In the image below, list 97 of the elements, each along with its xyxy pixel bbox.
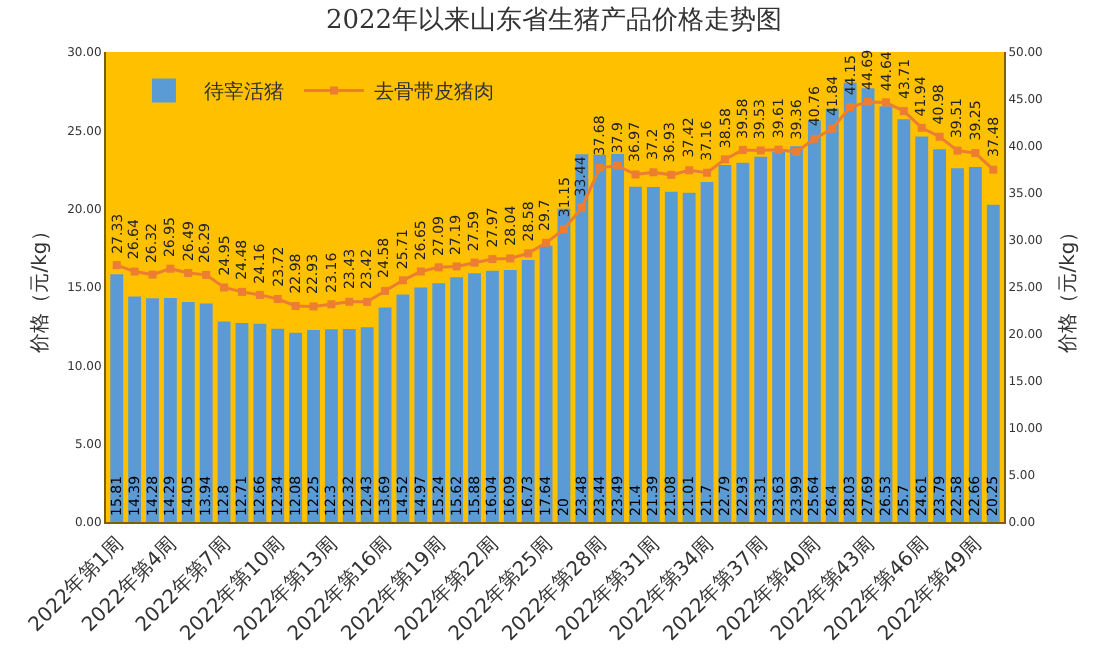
- bar: [968, 167, 982, 522]
- point: [237, 287, 246, 296]
- legend-label: 待宰活猪: [203, 80, 284, 105]
- bar: [772, 151, 786, 522]
- bar: [199, 303, 213, 522]
- point: [935, 132, 944, 141]
- point: [989, 165, 998, 174]
- bar: [128, 296, 142, 522]
- point: [345, 297, 354, 306]
- point: [434, 263, 443, 272]
- point: [416, 267, 425, 276]
- point: [470, 258, 479, 267]
- point: [899, 107, 908, 116]
- y-axis-title: 价格（元/kg）: [28, 221, 52, 355]
- point: [846, 103, 855, 111]
- bar: [790, 146, 803, 522]
- chart-title: 2022年以来山东省生猪产品价格走势图: [325, 6, 783, 37]
- bar: [861, 88, 875, 522]
- bar: [468, 273, 481, 522]
- bar: [271, 328, 285, 522]
- bar: [629, 186, 642, 522]
- bar: [342, 328, 356, 522]
- bar: [611, 154, 625, 522]
- point: [792, 148, 801, 157]
- point: [613, 161, 622, 170]
- bar: [986, 204, 1000, 522]
- bar: [307, 330, 320, 522]
- point: [720, 155, 729, 164]
- bar: [360, 327, 374, 522]
- bar: [146, 298, 159, 522]
- bar: [539, 245, 553, 522]
- point: [685, 166, 694, 175]
- point: [649, 168, 658, 177]
- bar: [414, 287, 428, 522]
- point: [864, 97, 873, 106]
- point: [810, 134, 819, 143]
- bar: [736, 162, 750, 522]
- bar: [450, 277, 464, 522]
- bar: [217, 321, 231, 522]
- point: [595, 163, 604, 172]
- point: [631, 170, 640, 179]
- bar: [485, 270, 499, 522]
- point: [667, 170, 676, 179]
- bar: [378, 307, 392, 522]
- bar: [432, 283, 446, 522]
- bar: [897, 119, 911, 522]
- bar: [324, 329, 338, 522]
- bar: [915, 136, 929, 522]
- point: [398, 276, 407, 285]
- legend-label: 去骨带皮猪肉: [373, 80, 494, 105]
- point: [148, 270, 157, 279]
- point: [577, 203, 586, 212]
- point: [524, 249, 533, 258]
- point: [112, 261, 121, 270]
- bar: [110, 274, 124, 522]
- point: [291, 301, 300, 310]
- bar: [754, 156, 768, 522]
- point: [774, 145, 783, 154]
- point: [309, 302, 318, 311]
- bar: [951, 168, 964, 522]
- y2-axis-title: 价格（元/kg）: [1056, 221, 1080, 355]
- bar: [682, 192, 696, 522]
- point: [828, 124, 837, 133]
- bar: [664, 191, 678, 522]
- point: [220, 283, 229, 292]
- point: [130, 267, 139, 276]
- point: [542, 238, 551, 247]
- point: [488, 255, 497, 264]
- point: [881, 98, 890, 107]
- bar: [593, 154, 607, 522]
- point: [917, 123, 926, 132]
- point: [953, 146, 962, 155]
- bar: [503, 269, 517, 522]
- point: [738, 145, 747, 154]
- point: [202, 270, 211, 279]
- point: [756, 146, 765, 155]
- bar: [575, 154, 589, 522]
- bar: [163, 298, 177, 522]
- bar: [253, 323, 267, 522]
- point: [184, 269, 193, 277]
- point: [273, 295, 282, 304]
- point: [327, 300, 336, 309]
- point: [559, 225, 568, 234]
- point: [363, 297, 372, 306]
- point: [166, 264, 175, 273]
- bar: [933, 149, 947, 522]
- point: [255, 290, 264, 299]
- point: [381, 286, 390, 295]
- bar: [289, 332, 303, 522]
- bar: [181, 301, 195, 522]
- bar: [700, 182, 714, 522]
- point: [703, 168, 712, 177]
- bar: [521, 259, 535, 522]
- bar: [646, 186, 660, 522]
- point: [971, 149, 980, 158]
- point: [506, 254, 515, 263]
- point: [452, 262, 461, 271]
